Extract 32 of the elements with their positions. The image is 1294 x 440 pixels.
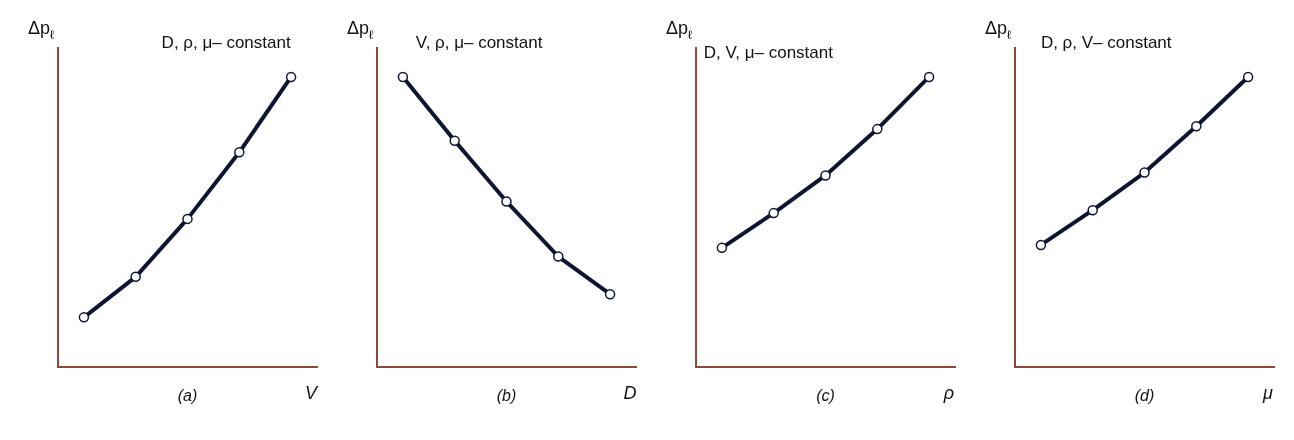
text: D, ρ, V– constant xyxy=(1040,33,1172,52)
text: (c) xyxy=(816,386,835,404)
point xyxy=(449,135,460,146)
point xyxy=(1242,71,1254,83)
text: D, ρ, μ– constant xyxy=(161,33,291,52)
point xyxy=(78,312,90,323)
text: (d) xyxy=(1134,386,1155,404)
point xyxy=(1191,120,1202,132)
x-axis-title: ρ xyxy=(942,382,955,403)
point xyxy=(130,271,141,283)
point xyxy=(1087,204,1098,216)
text: V, ρ, μ– constant xyxy=(415,33,543,52)
point xyxy=(285,71,297,83)
point xyxy=(234,147,245,158)
text: (b) xyxy=(496,386,517,404)
x-axis-title: μ xyxy=(1262,382,1274,403)
text: (a) xyxy=(177,386,198,404)
point xyxy=(872,123,883,135)
point xyxy=(397,71,409,83)
point xyxy=(182,213,193,225)
point xyxy=(820,170,831,181)
point xyxy=(923,71,935,83)
point xyxy=(1035,239,1047,251)
point xyxy=(1139,167,1150,178)
x-axis-title: D xyxy=(623,382,637,403)
point xyxy=(553,251,564,262)
point xyxy=(768,207,779,219)
point xyxy=(501,196,512,207)
x-axis-title: V xyxy=(305,382,319,403)
point xyxy=(716,242,728,254)
text: D, V, μ– constant xyxy=(703,42,834,62)
point xyxy=(604,288,616,300)
